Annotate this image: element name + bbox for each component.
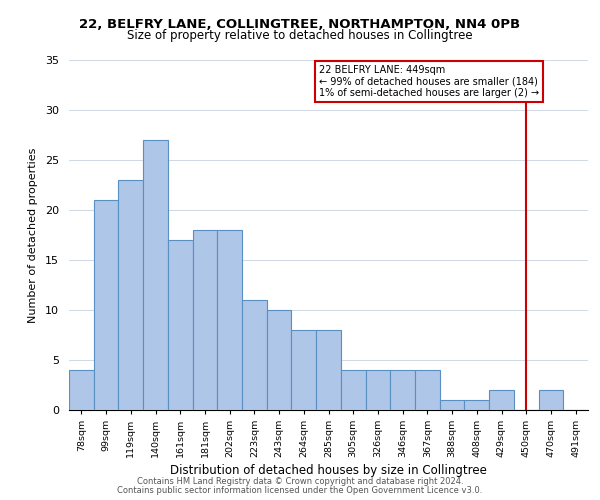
Bar <box>118 180 143 410</box>
Text: 22 BELFRY LANE: 449sqm
← 99% of detached houses are smaller (184)
1% of semi-det: 22 BELFRY LANE: 449sqm ← 99% of detached… <box>319 65 539 98</box>
Bar <box>365 370 390 410</box>
Bar <box>539 390 563 410</box>
Bar <box>316 330 341 410</box>
Bar <box>217 230 242 410</box>
Bar <box>464 400 489 410</box>
Bar <box>292 330 316 410</box>
Bar <box>440 400 464 410</box>
Text: Contains HM Land Registry data © Crown copyright and database right 2024.: Contains HM Land Registry data © Crown c… <box>137 477 463 486</box>
Bar <box>143 140 168 410</box>
Y-axis label: Number of detached properties: Number of detached properties <box>28 148 38 322</box>
Text: Contains public sector information licensed under the Open Government Licence v3: Contains public sector information licen… <box>118 486 482 495</box>
Bar <box>489 390 514 410</box>
Bar <box>341 370 365 410</box>
Text: 22, BELFRY LANE, COLLINGTREE, NORTHAMPTON, NN4 0PB: 22, BELFRY LANE, COLLINGTREE, NORTHAMPTO… <box>79 18 521 30</box>
Bar <box>267 310 292 410</box>
Bar <box>242 300 267 410</box>
Bar <box>415 370 440 410</box>
Bar <box>193 230 217 410</box>
X-axis label: Distribution of detached houses by size in Collingtree: Distribution of detached houses by size … <box>170 464 487 477</box>
Text: Size of property relative to detached houses in Collingtree: Size of property relative to detached ho… <box>127 29 473 42</box>
Bar <box>69 370 94 410</box>
Bar <box>390 370 415 410</box>
Bar <box>94 200 118 410</box>
Bar <box>168 240 193 410</box>
